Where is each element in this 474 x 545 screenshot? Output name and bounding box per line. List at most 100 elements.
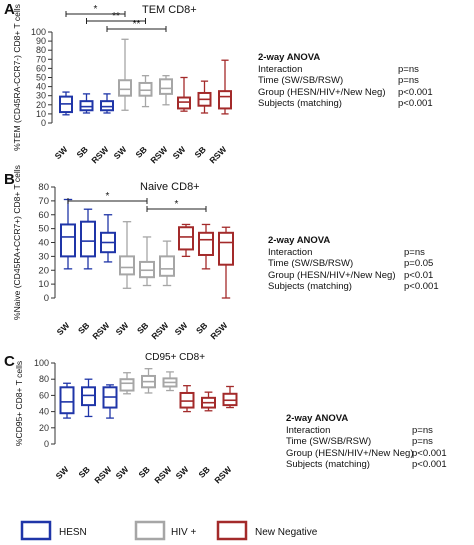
y-tick-label: 100 bbox=[31, 27, 46, 37]
anova-label: Interaction bbox=[258, 63, 303, 75]
anova-pvalue: p<0.001 bbox=[412, 459, 447, 470]
anova-row: Subjects (matching) p<0.001 bbox=[258, 98, 433, 110]
anova-pvalue: p=ns bbox=[412, 424, 433, 436]
x-category-label: RSW bbox=[152, 464, 174, 486]
y-tick-label: 70 bbox=[38, 196, 49, 207]
y-tick-label: 30 bbox=[38, 251, 49, 262]
anova-row: Subjects (matching) p<0.001 bbox=[286, 459, 447, 471]
anova-row: Group (HESN/HIV+/New Neg) p<0.01 bbox=[268, 270, 433, 282]
x-category-label: SB bbox=[74, 144, 89, 159]
anova-pvalue: p<0.001 bbox=[398, 98, 433, 109]
y-tick-label: 20 bbox=[39, 423, 49, 433]
box-iqr bbox=[59, 386, 75, 415]
x-category-label: SB bbox=[76, 464, 91, 479]
anova-table-a: 2-way ANOVA Interaction p=ns Time (SW/SB/… bbox=[258, 52, 433, 110]
box-iqr bbox=[138, 81, 153, 97]
anova-row: Time (SW/SB/RSW) p=ns bbox=[286, 436, 433, 448]
anova-pvalue: p<0.001 bbox=[398, 86, 433, 98]
x-category-label: SW bbox=[114, 464, 131, 481]
x-category-label: RSW bbox=[92, 464, 114, 486]
y-tick-label: 60 bbox=[39, 390, 49, 400]
panel-letter: C bbox=[4, 353, 15, 370]
x-category-label: SW bbox=[114, 320, 131, 337]
y-tick-label: 70 bbox=[36, 54, 46, 64]
anova-label: Subjects (matching) bbox=[286, 459, 370, 470]
box-iqr bbox=[222, 392, 238, 407]
y-tick-label: 0 bbox=[41, 118, 46, 128]
anova-pvalue: p=ns bbox=[398, 63, 419, 75]
anova-row: Group (HESN/HIV+/New Neg) p<0.001 bbox=[286, 448, 447, 460]
anova-pvalue: p=ns bbox=[412, 436, 433, 447]
y-tick-label: 60 bbox=[38, 210, 49, 221]
chart-title: Naive CD8+ bbox=[140, 181, 200, 193]
significance-marker: * bbox=[175, 199, 179, 210]
box-iqr bbox=[159, 78, 173, 95]
chart-title: CD95+ CD8+ bbox=[145, 352, 205, 363]
y-tick-label: 80 bbox=[39, 374, 49, 384]
y-tick-label: 10 bbox=[36, 109, 46, 119]
anova-pvalue: p=0.05 bbox=[404, 258, 434, 269]
anova-row: Interaction p=ns bbox=[268, 246, 425, 259]
y-tick-label: 20 bbox=[38, 265, 49, 276]
anova-label: Subjects (matching) bbox=[258, 98, 342, 109]
box-iqr bbox=[60, 223, 76, 258]
anova-row: Interaction p=ns bbox=[258, 63, 419, 76]
x-category-label: SB bbox=[135, 320, 150, 335]
x-category-label: SW bbox=[55, 320, 72, 337]
y-tick-label: 30 bbox=[36, 91, 46, 101]
y-tick-label: 50 bbox=[36, 73, 46, 83]
box-iqr bbox=[119, 378, 135, 392]
anova-pvalue: p<0.001 bbox=[404, 281, 439, 292]
y-axis-label: %CD95+ CD8+ T cells bbox=[14, 361, 24, 446]
box-iqr bbox=[119, 255, 135, 276]
box-iqr bbox=[177, 96, 191, 110]
anova-row: Subjects (matching) p<0.001 bbox=[268, 281, 439, 293]
y-tick-label: 60 bbox=[36, 63, 46, 73]
anova-row: Time (SW/SB/RSW) p=0.05 bbox=[268, 258, 433, 270]
anova-label: Group (HESN/HIV+/New Neg) bbox=[258, 86, 386, 98]
y-tick-label: 90 bbox=[36, 36, 46, 46]
box-iqr bbox=[159, 255, 175, 277]
x-category-label: SB bbox=[133, 144, 148, 159]
anova-row: Interaction p=ns bbox=[286, 425, 433, 437]
x-category-label: SW bbox=[173, 320, 190, 337]
box-iqr bbox=[80, 220, 96, 258]
x-category-label: RSW bbox=[212, 464, 234, 486]
anova-title-b: 2-way ANOVA bbox=[268, 235, 331, 246]
x-category-label: SB bbox=[196, 464, 211, 479]
y-tick-label: 0 bbox=[44, 293, 49, 304]
anova-row: Time (SW/SB/RSW) p=ns bbox=[258, 75, 419, 87]
box-iqr bbox=[198, 231, 214, 256]
x-category-label: RSW bbox=[208, 320, 230, 342]
y-axis-label: %TEM (CD45RA-CCR7-) CD8+ T cells bbox=[12, 4, 22, 151]
anova-label: Interaction bbox=[268, 246, 313, 258]
panel-letter: A bbox=[4, 1, 15, 18]
anova-pvalue: p=ns bbox=[398, 75, 419, 86]
x-category-label: SW bbox=[112, 144, 129, 161]
anova-pvalue: p<0.001 bbox=[412, 447, 447, 459]
y-tick-label: 10 bbox=[38, 279, 49, 290]
anova-label: Time (SW/SB/RSW) bbox=[258, 75, 344, 86]
y-tick-label: 50 bbox=[38, 224, 49, 235]
anova-title-a: 2-way ANOVA bbox=[258, 52, 321, 63]
anova-label: Time (SW/SB/RSW) bbox=[286, 436, 372, 447]
significance-marker: ** bbox=[133, 19, 141, 30]
y-tick-label: 0 bbox=[44, 439, 49, 449]
y-tick-label: 40 bbox=[39, 407, 49, 417]
y-tick-label: 40 bbox=[38, 238, 49, 249]
x-category-label: SB bbox=[136, 464, 151, 479]
anova-pvalue: p=ns bbox=[404, 246, 425, 258]
y-tick-label: 80 bbox=[36, 45, 46, 55]
x-category-label: RSW bbox=[90, 320, 112, 342]
y-tick-label: 20 bbox=[36, 100, 46, 110]
x-category-label: SW bbox=[171, 144, 188, 161]
anova-table-c: 2-way ANOVA Interaction p=ns Time (SW/SB/… bbox=[286, 413, 447, 471]
x-category-label: RSW bbox=[148, 144, 170, 166]
legend-swatch bbox=[216, 520, 248, 541]
y-tick-label: 100 bbox=[34, 358, 49, 368]
x-category-label: RSW bbox=[149, 320, 171, 342]
significance-marker: ** bbox=[112, 11, 120, 22]
x-category-label: SW bbox=[54, 464, 71, 481]
box-iqr bbox=[178, 226, 194, 251]
chart-title: TEM CD8+ bbox=[142, 4, 197, 16]
